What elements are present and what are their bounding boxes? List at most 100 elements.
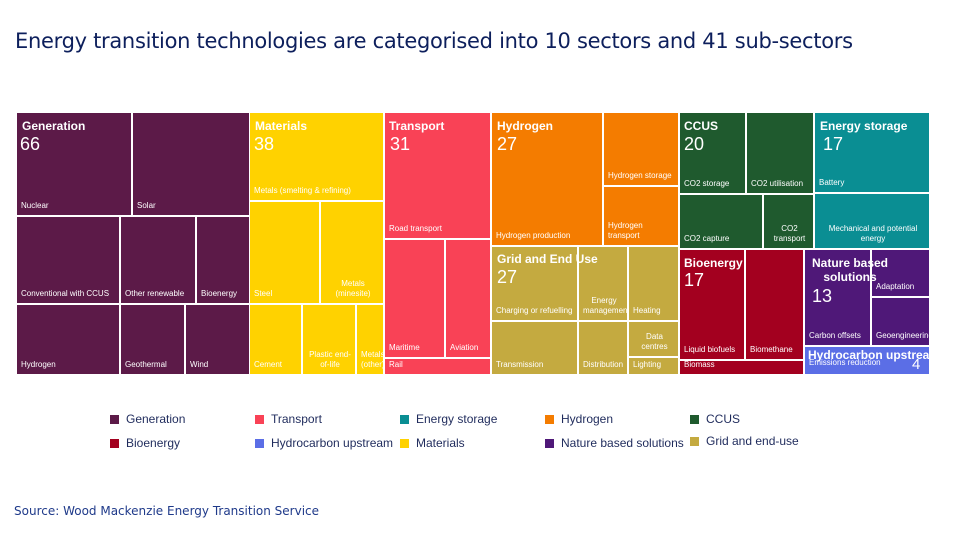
subsector-label: Metals (other) [361,350,385,369]
subsector-label: Steel [254,289,273,298]
legend-item: Grid and end-use [690,434,799,448]
tile-generation-bioenergy[interactable]: Bioenergy [197,217,249,303]
tile-materials-cement[interactable]: Cement [250,305,301,374]
legend-label: Transport [271,412,322,426]
subsector-label: Geothermal [125,360,167,369]
legend-swatch [545,438,554,448]
tile-generation-geothermal[interactable]: Geothermal [121,305,184,374]
subsector-label: Plastic end-of-life [309,350,351,369]
subsector-label: Charging or refuelling [496,306,573,315]
legend-label: Energy storage [416,412,498,426]
subsector-label: Geoengineering [876,331,933,340]
subsector-label: Wind [190,360,209,369]
tile-grid-and-end-use-transmission[interactable]: Transmission [492,322,577,374]
legend-swatch [110,414,119,424]
tile-generation-conventional-with-ccus[interactable]: Conventional with CCUS [17,217,119,303]
subsector-label: Biomethane [750,345,793,354]
tile-hydrogen-hydrogen-production[interactable]: Hydrogen production [492,113,602,245]
tile-hydrogen-hydrogen-transport[interactable]: Hydrogen transport [604,187,678,245]
legend-swatch [400,414,409,424]
legend-item: Hydrocarbon upstream [255,436,393,450]
tile-materials-metals-smelting-refining-[interactable]: Metals (smelting & refining) [250,113,383,200]
subsector-label: Heating [633,306,661,315]
legend-label: Nature based solutions [561,436,684,450]
tile-ccus-co2-transport[interactable]: CO2 transport [764,195,813,248]
subsector-label: Aviation [450,343,479,352]
tile-ccus-co2-utilisation[interactable]: CO2 utilisation [747,113,813,193]
subsector-label: CO2 transport [773,224,806,243]
tile-generation-hydrogen[interactable]: Hydrogen [17,305,119,374]
subsector-label: Rail [389,360,403,369]
subsector-label: Other renewable [125,289,185,298]
subsector-label: Road transport [389,224,442,233]
tile-ccus-co2-capture[interactable]: CO2 capture [680,195,762,248]
legend-label: Generation [126,412,186,426]
legend-swatch [690,414,699,424]
tile-bioenergy-biomethane[interactable]: Biomethane [746,250,803,359]
tile-energy-storage-mechanical-and-potential-energy[interactable]: Mechanical and potential energy [815,194,929,248]
tile-materials-steel[interactable]: Steel [250,202,319,303]
legend-swatch [545,414,554,424]
tile-transport-road-transport[interactable]: Road transport [385,113,490,238]
tile-hydrocarbon-upstream-emissions-reduction[interactable]: Emissions reduction [805,347,929,374]
subsector-label: Metals (minesite) [335,279,371,298]
tile-transport-rail[interactable]: Rail [385,359,490,374]
legend-label: Hydrocarbon upstream [271,436,394,450]
tile-materials-metals-minesite-[interactable]: Metals (minesite) [321,202,383,303]
subsector-label: Battery [819,178,845,187]
subsector-label: Energy management [583,296,630,315]
tile-generation-nuclear[interactable]: Nuclear [17,113,131,215]
subsector-label: Liquid biofuels [684,345,736,354]
subsector-label: Data centres [641,332,668,351]
legend-label: Materials [416,436,465,450]
tile-bioenergy-liquid-biofuels[interactable]: Liquid biofuels [680,250,744,359]
tile-nature-based-solutions-geoengineering[interactable]: Geoengineering [872,298,933,345]
tile-materials-metals-other-[interactable]: Metals (other) [357,305,385,374]
tile-transport-aviation[interactable]: Aviation [446,240,490,357]
legend-swatch [690,436,699,446]
subsector-label: Conventional with CCUS [21,289,110,298]
tile-generation-solar[interactable]: Solar [133,113,249,215]
subsector-label: Carbon offsets [809,331,861,340]
legend-swatch [400,438,409,448]
tile-grid-and-end-use-charging-or-refuelling[interactable]: Charging or refuelling [492,247,577,320]
subsector-label: CO2 utilisation [751,179,804,188]
tile-materials-plastic-end-of-life[interactable]: Plastic end-of-life [303,305,355,374]
tile-ccus-co2-storage[interactable]: CO2 storage [680,113,745,193]
tile-nature-based-solutions-carbon-offsets[interactable]: Carbon offsets [805,250,870,345]
legend-item: Materials [400,436,465,450]
tile-transport-maritime[interactable]: Maritime [385,240,444,357]
tile-hydrogen-hydrogen-storage[interactable]: Hydrogen storage [604,113,678,185]
tile-grid-and-end-use-distribution[interactable]: Distribution [579,322,627,374]
legend-label: Bioenergy [126,436,181,450]
subsector-label: CO2 storage [684,179,730,188]
subsector-label: Hydrogen [21,360,56,369]
legend-label: CCUS [706,412,741,426]
tile-energy-storage-battery[interactable]: Battery [815,113,929,192]
subsector-label: Solar [137,201,156,210]
subsector-label: Distribution [583,360,624,369]
tile-bioenergy-biomass[interactable]: Biomass [680,360,803,374]
tile-grid-and-end-use-data-centres[interactable]: Data centres [629,322,678,356]
subsector-label: Biomass [684,360,715,369]
tile-nature-based-solutions-adaptation[interactable]: Adaptation [872,250,929,296]
subsector-label: Mechanical and potential energy [828,224,918,243]
subsector-label: Hydrogen storage [608,171,672,180]
legend-item: Bioenergy [110,436,180,450]
tile-grid-and-end-use-lighting[interactable]: Lighting [629,358,678,374]
tile-grid-and-end-use-energy-management[interactable]: Energy management [579,247,630,320]
subsector-label: Hydrogen production [496,231,571,240]
subsector-label: Emissions reduction [809,358,881,367]
tile-generation-wind[interactable]: Wind [186,305,249,374]
subsector-label: Metals (smelting & refining) [254,186,351,195]
subsector-label: Hydrogen transport [608,221,643,240]
tile-grid-and-end-use-heating[interactable]: Heating [629,247,678,320]
tile-generation-other-renewable[interactable]: Other renewable [121,217,195,303]
subsector-label: CO2 capture [684,234,730,243]
legend-item: Hydrogen [545,412,613,426]
subsector-label: Nuclear [21,201,49,210]
legend-item: Generation [110,412,185,426]
legend-swatch [255,414,264,424]
legend-swatch [255,438,264,448]
subsector-label: Transmission [496,360,544,369]
